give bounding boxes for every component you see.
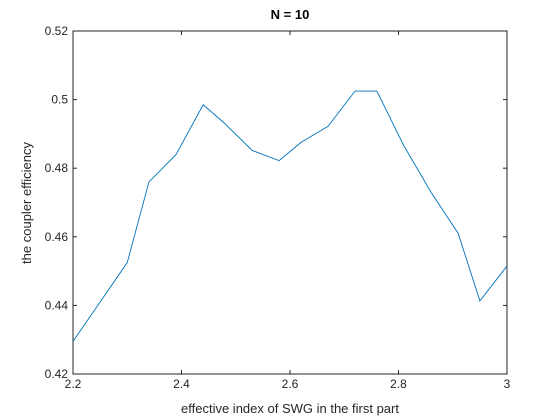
x-tick-label: 2.4	[173, 377, 190, 391]
x-tick-label: 2.6	[282, 377, 299, 391]
y-tick-label: 0.46	[45, 230, 69, 244]
y-tick-label: 0.42	[45, 367, 69, 381]
x-tick-label: 3	[504, 377, 511, 391]
y-axis-label: the coupler efficiency	[19, 142, 34, 264]
axes-box	[72, 30, 508, 375]
x-tick-label: 2.8	[390, 377, 407, 391]
plot-area: 2.2 2.4 2.6 2.8 3 0.42 0.44 0.46 0.48 0.5 0.52	[45, 24, 511, 391]
y-tick-label: 0.5	[51, 93, 68, 107]
x-tick-label: 2.2	[65, 377, 82, 391]
y-tick-label: 0.44	[45, 298, 69, 312]
y-tick-label: 0.52	[45, 24, 69, 38]
chart-title: N = 10	[271, 7, 310, 22]
x-axis-label: effective index of SWG in the first part	[181, 401, 399, 416]
y-tick-label: 0.48	[45, 161, 69, 175]
series-line	[72, 90, 508, 342]
